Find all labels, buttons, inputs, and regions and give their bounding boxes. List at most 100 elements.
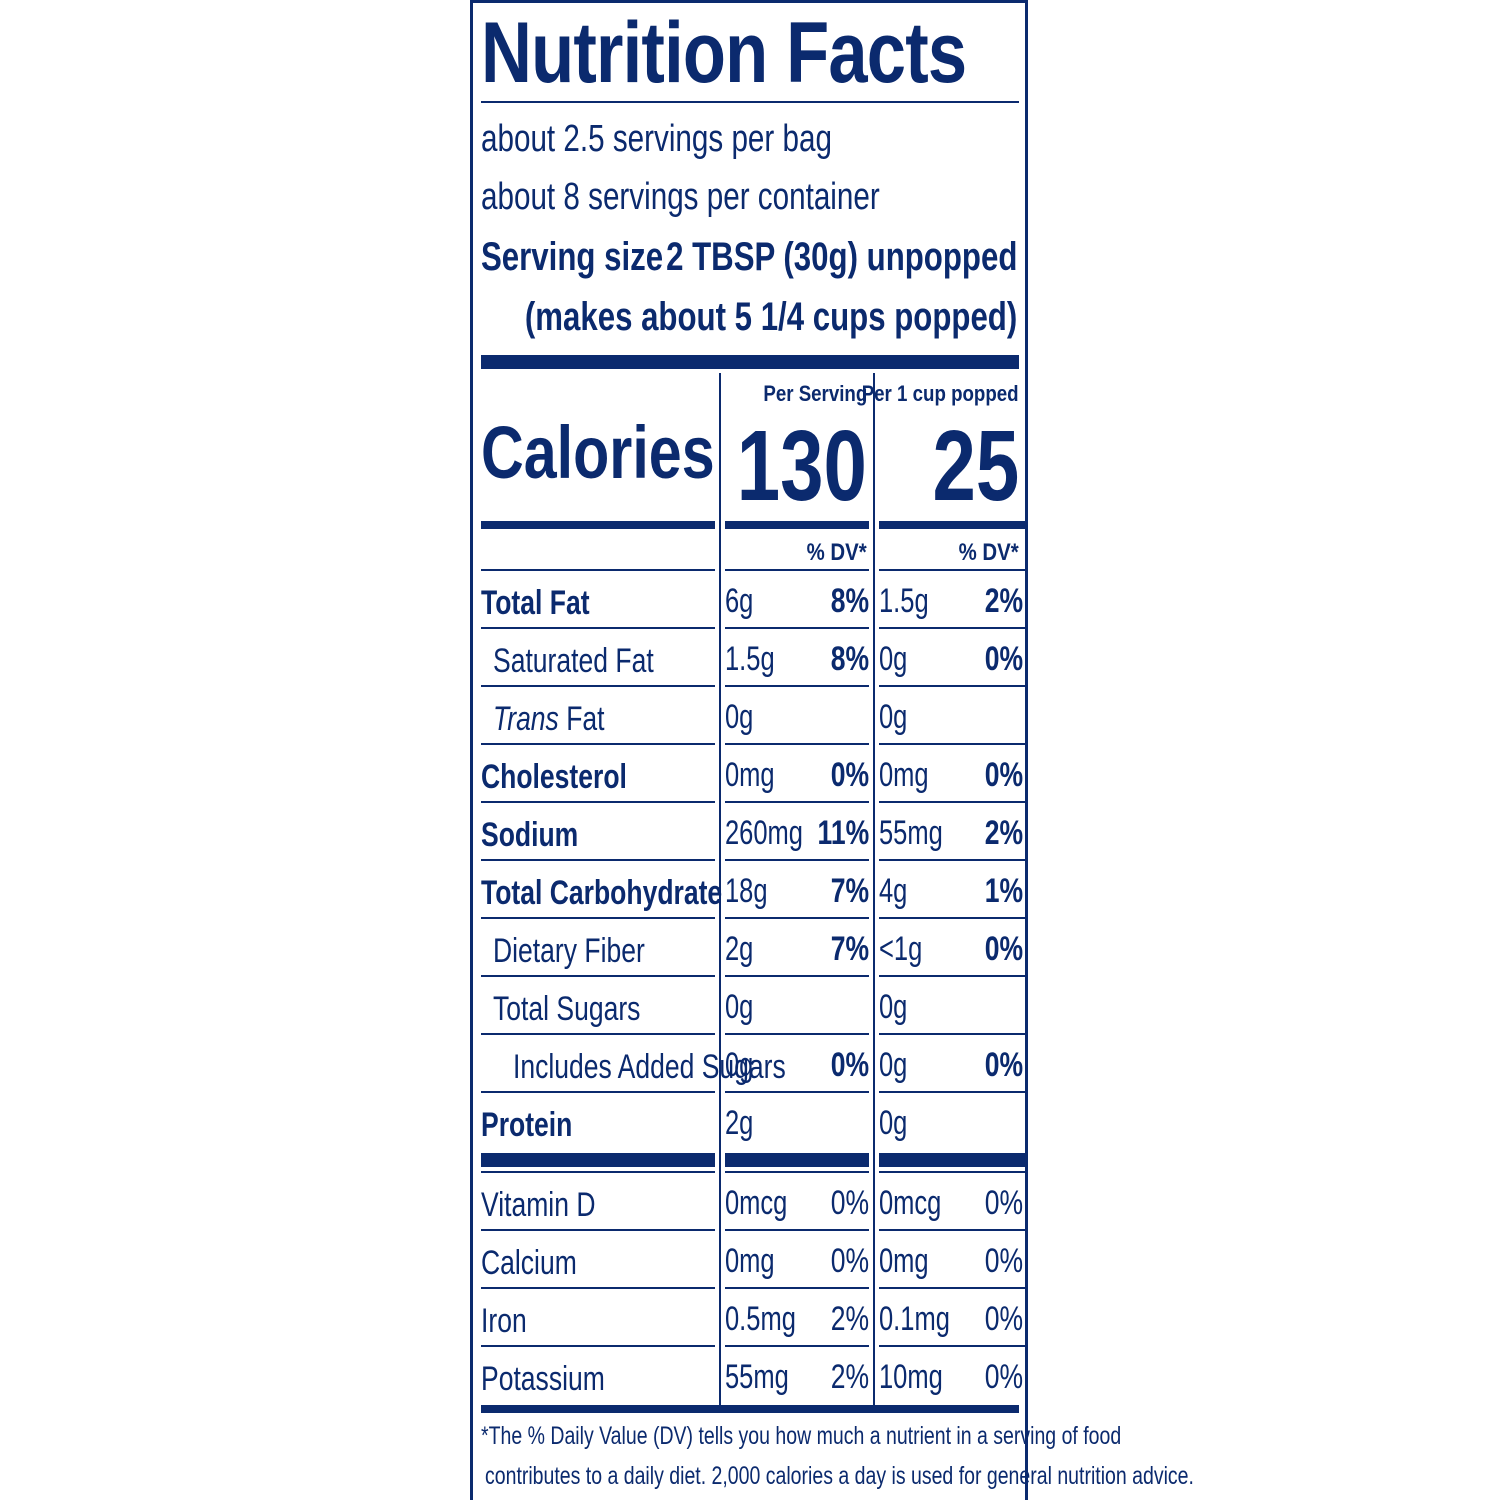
nutrient-separator (481, 801, 715, 803)
nutrient-separator (725, 627, 869, 629)
vitamin-dv-per-serving: 2% (830, 1358, 869, 1396)
nutrient-dv-per-serving: 8% (830, 582, 869, 620)
nutrition-facts-label: Nutrition Facts about 2.5 servings per b… (470, 0, 1194, 1500)
nutrient-amount-per-cup: 4g (879, 872, 908, 910)
nutrient-row: Total Fat 6g 8% 1.5g 2% (473, 571, 1025, 629)
nutrient-amount-per-cup: 55mg (879, 814, 943, 852)
nutrient-separator (481, 627, 715, 629)
nutrient-dv-per-cup: 0% (984, 756, 1023, 794)
nutrient-dv-per-cup: 0% (984, 640, 1023, 678)
vitamin-amount-per-serving: 55mg (725, 1358, 789, 1396)
vitamin-separator (879, 1171, 1025, 1173)
nutrient-separator (481, 1091, 715, 1093)
nutrient-amount-per-cup: 0g (879, 988, 908, 1026)
dv-header-col1: % DV* (806, 539, 867, 566)
vitamin-amount-per-cup: 0mcg (879, 1184, 942, 1222)
nutrient-dv-per-serving: 0% (830, 1046, 869, 1084)
nutrient-row: Dietary Fiber 2g 7% <1g 0% (473, 919, 1025, 977)
nutrient-amount-per-cup: 0mg (879, 756, 929, 794)
vitamin-separator (481, 1345, 715, 1347)
nutrient-row: Sodium 260mg 11% 55mg 2% (473, 803, 1025, 861)
nutrient-separator (725, 1033, 869, 1035)
nutrient-separator (481, 975, 715, 977)
nutrient-amount-per-cup: 0g (879, 640, 908, 678)
nutrient-amount-per-serving: 18g (725, 872, 768, 910)
vitamin-dv-per-serving: 0% (830, 1242, 869, 1280)
vitamin-separator (879, 1287, 1025, 1289)
nutrient-dv-per-cup: 1% (984, 872, 1023, 910)
nutrient-separator (481, 685, 715, 687)
vitamin-separator (725, 1345, 869, 1347)
nutrient-separator (725, 917, 869, 919)
nutrient-amount-per-serving: 6g (725, 582, 754, 620)
nutrient-separator (725, 975, 869, 977)
nutrient-separator (879, 859, 1025, 861)
vitamin-separator (725, 1229, 869, 1231)
vitamin-separator (481, 1171, 715, 1173)
vitamin-separator (725, 1287, 869, 1289)
nutrient-name: Sodium (481, 816, 579, 854)
servings-per-bag: about 2.5 servings per bag (481, 118, 832, 160)
nutrient-amount-per-cup: 0g (879, 698, 908, 736)
nutrient-name: Dietary Fiber (493, 932, 645, 970)
nutrient-separator (879, 801, 1025, 803)
nutrient-separator (879, 569, 1025, 571)
vitamin-dv-per-serving: 2% (830, 1300, 869, 1338)
vitamin-amount-per-cup: 0mg (879, 1242, 929, 1280)
nutrient-amount-per-cup: <1g (879, 930, 923, 968)
nutrient-amount-per-serving: 0g (725, 988, 754, 1026)
thick-divider-mid-a (481, 1153, 715, 1167)
nutrient-separator (481, 569, 715, 571)
nutrient-dv-per-serving: 0% (830, 756, 869, 794)
vitamin-separator (481, 1287, 715, 1289)
vitamin-dv-per-cup: 0% (984, 1184, 1023, 1222)
thick-divider-mid-b (725, 1153, 869, 1167)
serving-size-value: 2 TBSP (30g) unpopped (665, 235, 1017, 279)
vitamin-name: Calcium (481, 1244, 577, 1282)
nutrient-amount-per-serving: 0g (725, 698, 754, 736)
nutrient-name: Cholesterol (481, 758, 627, 796)
title-divider (481, 101, 1019, 103)
nutrient-name: Total Carbohydrate (481, 874, 723, 912)
nutrient-separator (879, 685, 1025, 687)
nutrient-amount-per-serving: 0mg (725, 756, 775, 794)
calories-divider-a (481, 521, 715, 529)
vitamin-dv-per-cup: 0% (984, 1242, 1023, 1280)
nutrient-separator (481, 743, 715, 745)
nutrient-row: Total Carbohydrate 18g 7% 4g 1% (473, 861, 1025, 919)
column-divider-1 (719, 373, 721, 1407)
vitamin-row: Iron 0.5mg 2% 0.1mg 0% (473, 1289, 1025, 1347)
calories-label: Calories (481, 411, 715, 494)
nutrient-row: Total Sugars 0g 0g (473, 977, 1025, 1035)
nutrient-dv-per-serving: 7% (830, 872, 869, 910)
vitamin-dv-per-serving: 0% (830, 1184, 869, 1222)
nutrient-amount-per-serving: 260mg (725, 814, 803, 852)
nutrient-separator (725, 569, 869, 571)
nutrient-separator (725, 743, 869, 745)
nutrient-separator (725, 1091, 869, 1093)
vitamin-name: Potassium (481, 1360, 605, 1398)
vitamin-row: Vitamin D 0mcg 0% 0mcg 0% (473, 1173, 1025, 1231)
col1-header: Per Serving (763, 381, 867, 406)
nutrient-separator (725, 685, 869, 687)
nutrient-dv-per-serving: 11% (817, 814, 869, 852)
nutrient-name: Trans Fat (493, 700, 605, 738)
thick-divider-bottom (481, 1405, 1019, 1413)
nutrient-amount-per-cup: 0g (879, 1104, 908, 1142)
vitamin-amount-per-cup: 10mg (879, 1358, 943, 1396)
nutrient-name: Saturated Fat (493, 642, 654, 680)
servings-per-container: about 8 servings per container (481, 176, 880, 218)
nutrient-separator (879, 975, 1025, 977)
nutrient-dv-per-serving: 8% (830, 640, 869, 678)
nutrient-separator (481, 1033, 715, 1035)
nutrient-amount-per-cup: 0g (879, 1046, 908, 1084)
nutrient-amount-per-serving: 0g (725, 1046, 754, 1084)
nutrient-row: Cholesterol 0mg 0% 0mg 0% (473, 745, 1025, 803)
nutrient-separator (481, 859, 715, 861)
vitamin-separator (879, 1229, 1025, 1231)
nutrient-separator (879, 1033, 1025, 1035)
thick-divider-mid-c (879, 1153, 1025, 1167)
nutrient-row: Trans Fat 0g 0g (473, 687, 1025, 745)
calories-col2: 25 (932, 410, 1019, 522)
column-divider-2 (873, 373, 875, 1407)
